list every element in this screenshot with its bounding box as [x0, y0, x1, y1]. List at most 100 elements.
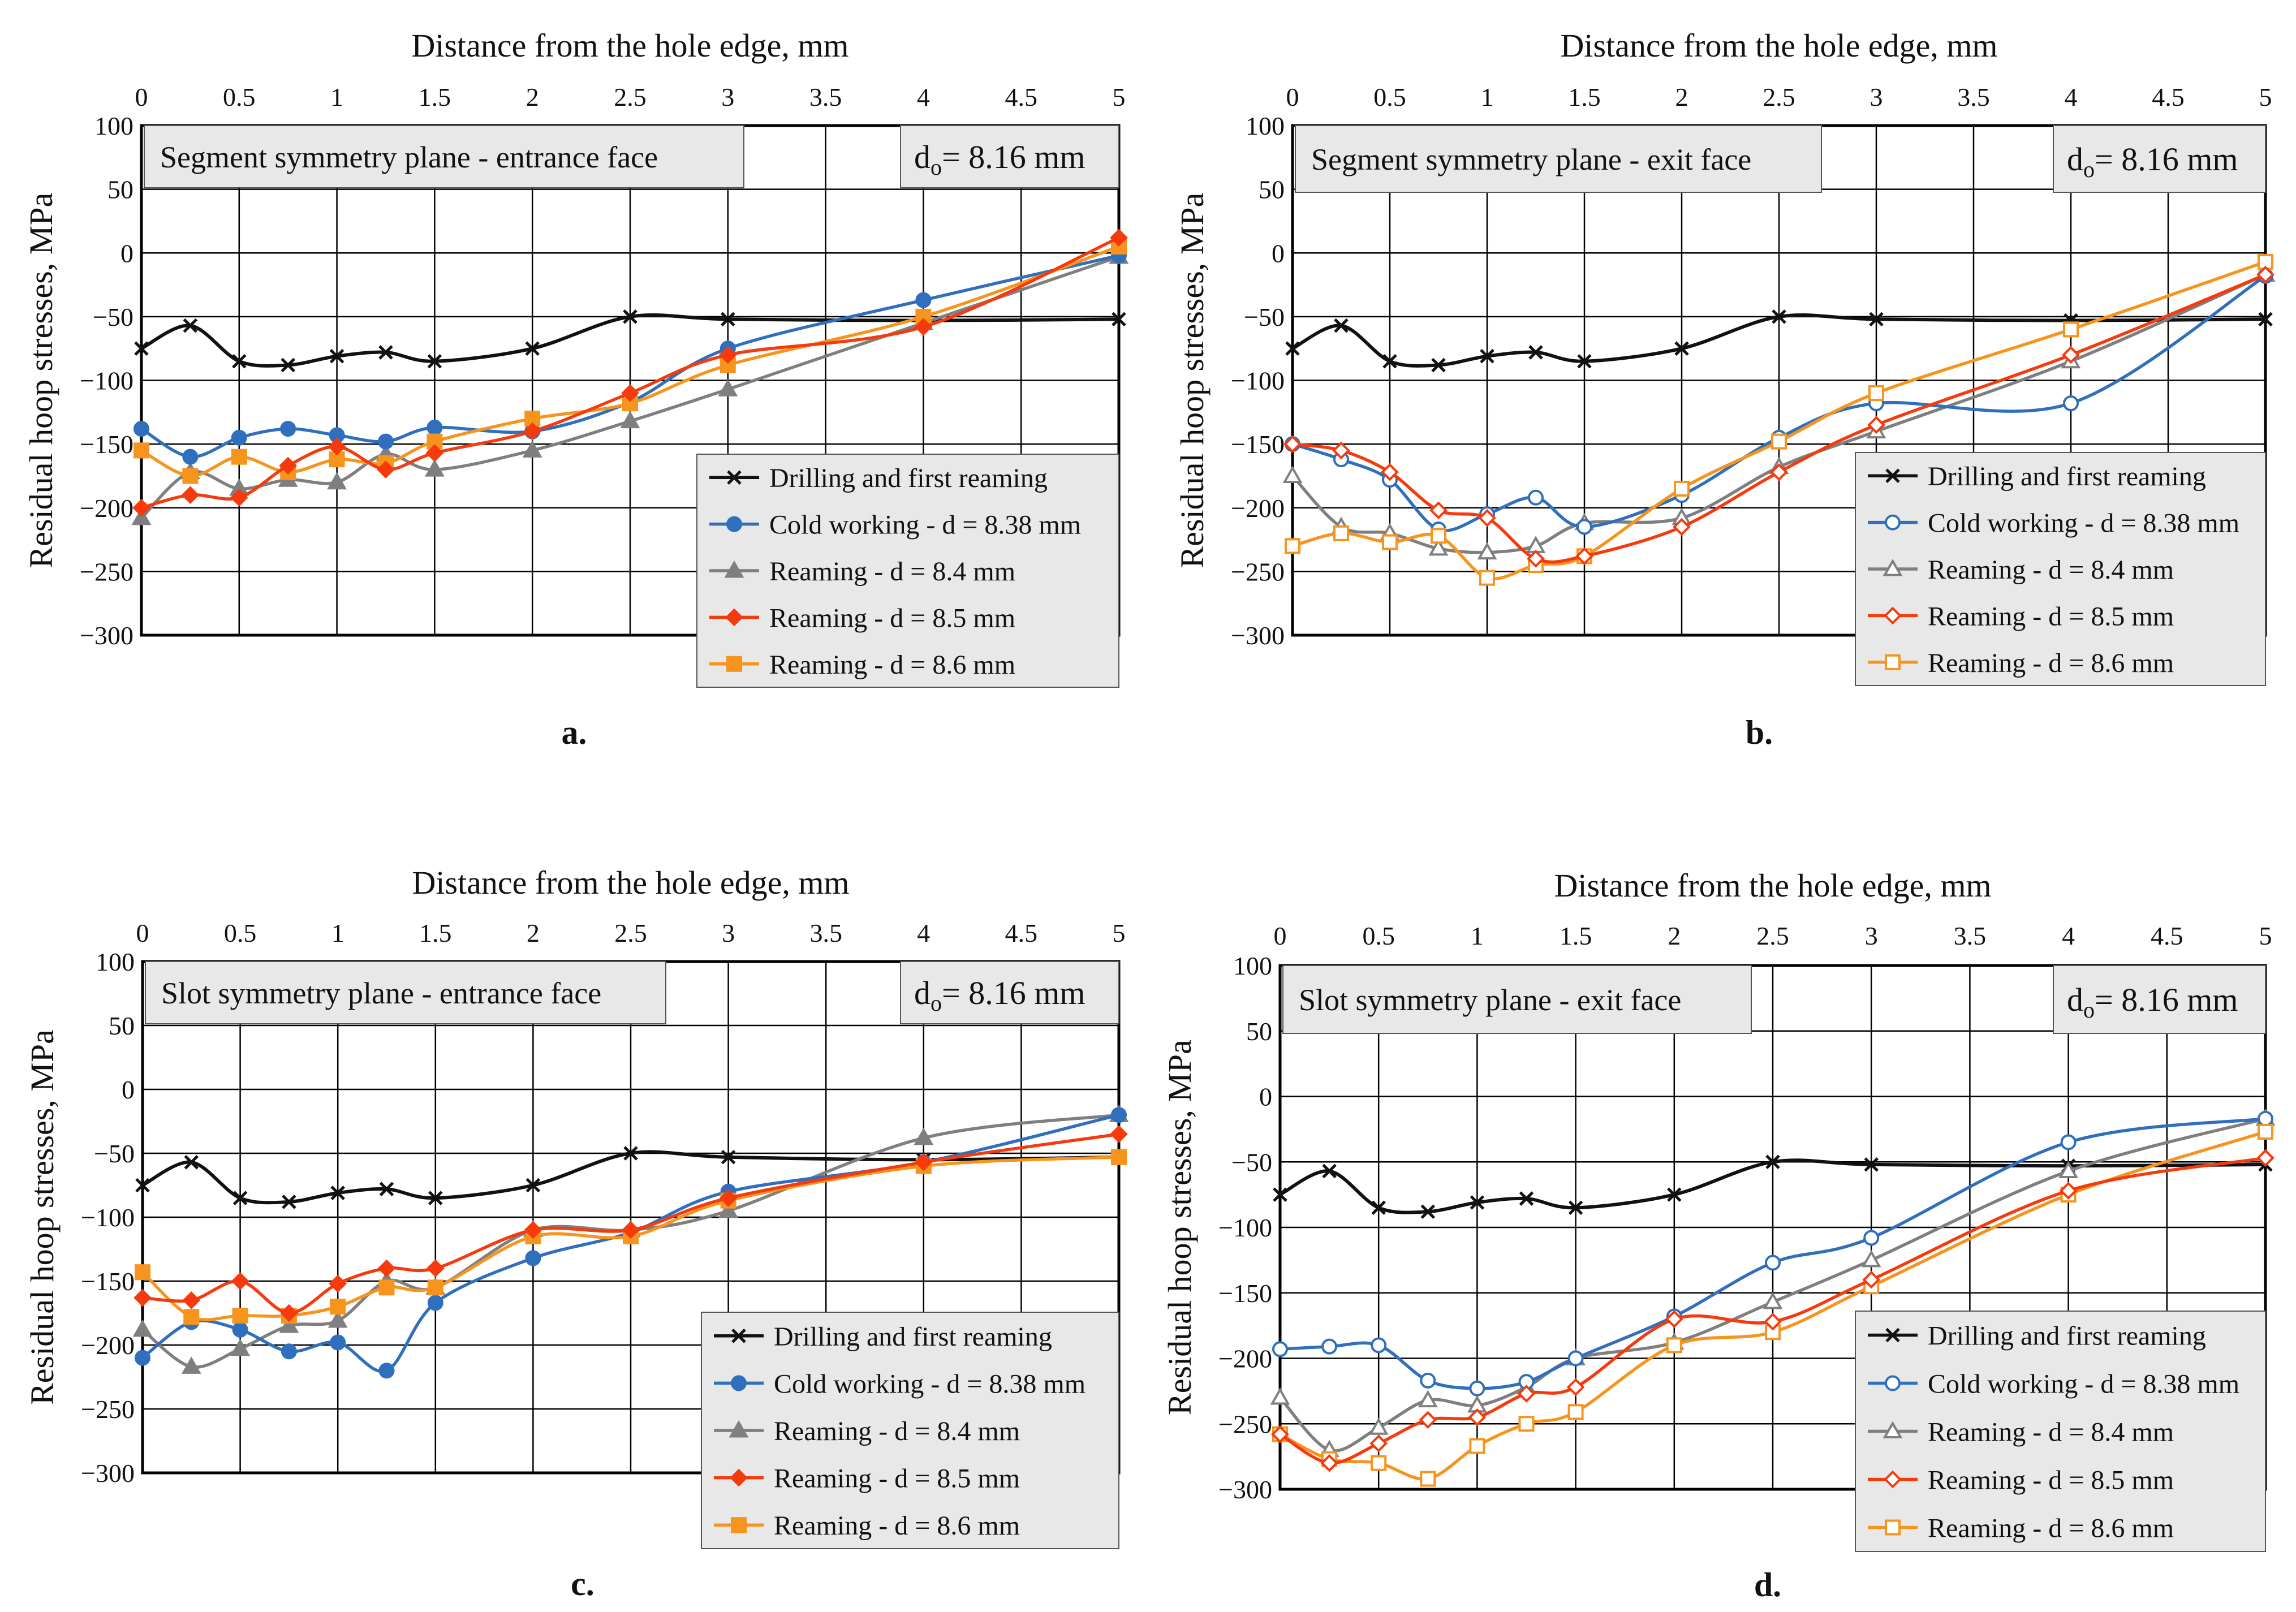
- data-point-ream_85: [132, 498, 150, 517]
- panel-c: Distance from the hole edge, mm Residual …: [24, 864, 1129, 1602]
- annotation-value: = 8.16 mm: [2095, 981, 2238, 1018]
- data-point-ream_86: [1420, 1471, 1436, 1487]
- annotation-subscript: o: [2083, 157, 2095, 182]
- data-point-drilling: [1772, 309, 1786, 324]
- x-tick-label: 4: [917, 919, 930, 947]
- data-point-ream_85: [181, 486, 200, 505]
- data-point-ream_85: [1673, 518, 1691, 536]
- data-point-ream_84: [1282, 466, 1303, 483]
- data-point-ream_85: [2256, 1149, 2275, 1167]
- data-point-ream_85: [1320, 1454, 1338, 1472]
- x-tick-label: 0: [1286, 83, 1299, 111]
- panel-label: b.: [1746, 714, 1773, 751]
- data-point-ream_84: [328, 1311, 348, 1328]
- data-point-ream_85: [1419, 1411, 1437, 1429]
- y-tick-label: −150: [80, 430, 133, 459]
- y-tick-label: −50: [93, 303, 133, 331]
- y-tick-label: −250: [81, 1395, 135, 1424]
- data-point-ream_84: [1368, 1417, 1389, 1435]
- x-tick-label: 0.5: [223, 83, 256, 111]
- x-tick-label: 1.5: [419, 83, 451, 111]
- data-point-ream_86: [524, 411, 541, 427]
- legend-item-ream_86: Reaming - d = 8.6 mm: [714, 1511, 1020, 1541]
- legend-label: Reaming - d = 8.4 mm: [1928, 1417, 2174, 1447]
- x-tick-label: 2: [1668, 921, 1681, 950]
- data-point-ream_85: [133, 1288, 152, 1307]
- data-point-drilling: [232, 1191, 248, 1205]
- data-point-ream_86: [1674, 480, 1690, 497]
- data-point-drilling: [1273, 1187, 1287, 1202]
- data-point-ream_84: [718, 379, 738, 396]
- legend: Drilling and first reaming Cold working -…: [696, 454, 1119, 688]
- x-tick-label: 3: [721, 83, 734, 111]
- x-tick-label: 0: [1274, 921, 1287, 950]
- y-axis-title: Residual hoop stresses, MPa: [23, 193, 59, 568]
- x-tick-label: 0.5: [1373, 83, 1406, 111]
- y-tick-label: −50: [94, 1139, 135, 1168]
- y-tick-label: −100: [1231, 367, 1285, 395]
- data-point-ream_86: [1371, 1455, 1387, 1471]
- series-drilling: [135, 1146, 1126, 1209]
- data-point-ream_85: [230, 488, 248, 507]
- plot-frame: [1278, 964, 2267, 1491]
- data-point-ream_85: [1566, 1378, 1585, 1397]
- data-point-cold_working: [1576, 519, 1592, 535]
- panel-a: Distance from the hole edge, mm Residual …: [23, 27, 1129, 751]
- legend-box: [696, 454, 1119, 688]
- data-point-drilling: [721, 312, 735, 327]
- x-tick-label: 4: [917, 83, 930, 111]
- panel-b: Distance from the hole edge, mm Residual …: [1174, 27, 2276, 751]
- legend-marker-ream_86: [726, 656, 742, 672]
- x-tick-label: 2: [1675, 83, 1688, 111]
- series-drilling: [1285, 309, 2273, 373]
- series-ream_86: [133, 238, 1127, 484]
- data-point-drilling: [1420, 1204, 1436, 1219]
- legend-label: Cold working - d = 8.38 mm: [769, 510, 1081, 540]
- data-point-ream_84: [1418, 1390, 1438, 1408]
- x-tick-label: 1: [1471, 921, 1484, 950]
- legend-label: Cold working - d = 8.38 mm: [1928, 1369, 2239, 1399]
- legend-marker-ream_86: [731, 1517, 747, 1533]
- data-point-cold_working: [280, 421, 296, 437]
- x-tick-label: 3.5: [809, 919, 842, 947]
- annotation-text: do= 8.16 mm: [2067, 981, 2238, 1023]
- data-point-ream_85: [377, 460, 395, 479]
- x-tick-label: 0: [135, 83, 148, 111]
- data-point-cold_working: [182, 449, 199, 465]
- data-point-cold_working: [427, 1295, 443, 1311]
- legend-marker-ream_85: [1884, 606, 1902, 625]
- data-point-drilling: [1528, 345, 1543, 360]
- panel-title-box: [144, 125, 744, 188]
- data-point-ream_84: [1763, 1291, 1783, 1309]
- data-point-drilling: [1519, 1191, 1534, 1206]
- data-point-ream_84: [1270, 1387, 1290, 1405]
- data-point-drilling: [329, 348, 344, 364]
- data-point-cold_working: [1321, 1338, 1338, 1355]
- data-point-ream_86: [232, 1308, 248, 1324]
- data-point-ream_85: [426, 1259, 445, 1278]
- x-tick-label: 5: [2259, 83, 2272, 111]
- x-tick-label: 3: [1865, 921, 1878, 950]
- data-point-ream_86: [2258, 1124, 2273, 1140]
- panel-d: Distance from the hole edge, mm Residual …: [1161, 867, 2276, 1604]
- annotation-box: [2053, 125, 2266, 193]
- x-tick-label: 5: [1113, 919, 1126, 947]
- legend-item-ream_85: Reaming - d = 8.5 mm: [709, 603, 1015, 633]
- legend-marker-drilling: [727, 470, 742, 485]
- data-point-ream_84: [279, 1316, 299, 1333]
- data-point-cold_working: [1528, 489, 1544, 506]
- legend-marker-cold_working: [726, 516, 742, 532]
- legend-marker-ream_85: [1884, 1470, 1902, 1489]
- annotation-value: = 8.16 mm: [942, 139, 1085, 175]
- series-line-ream_86: [1292, 260, 2266, 580]
- data-point-ream_84: [2058, 1161, 2079, 1178]
- data-point-drilling: [184, 1155, 199, 1170]
- panel-title-box: [1295, 125, 1822, 193]
- y-tick-label: −250: [80, 557, 133, 586]
- data-point-cold_working: [1765, 1255, 1781, 1271]
- y-tick-label: −300: [1231, 621, 1285, 650]
- data-point-ream_85: [280, 1304, 298, 1322]
- annotation-subscript: o: [2083, 997, 2095, 1023]
- data-point-drilling: [379, 1182, 394, 1197]
- data-point-drilling: [2258, 312, 2273, 327]
